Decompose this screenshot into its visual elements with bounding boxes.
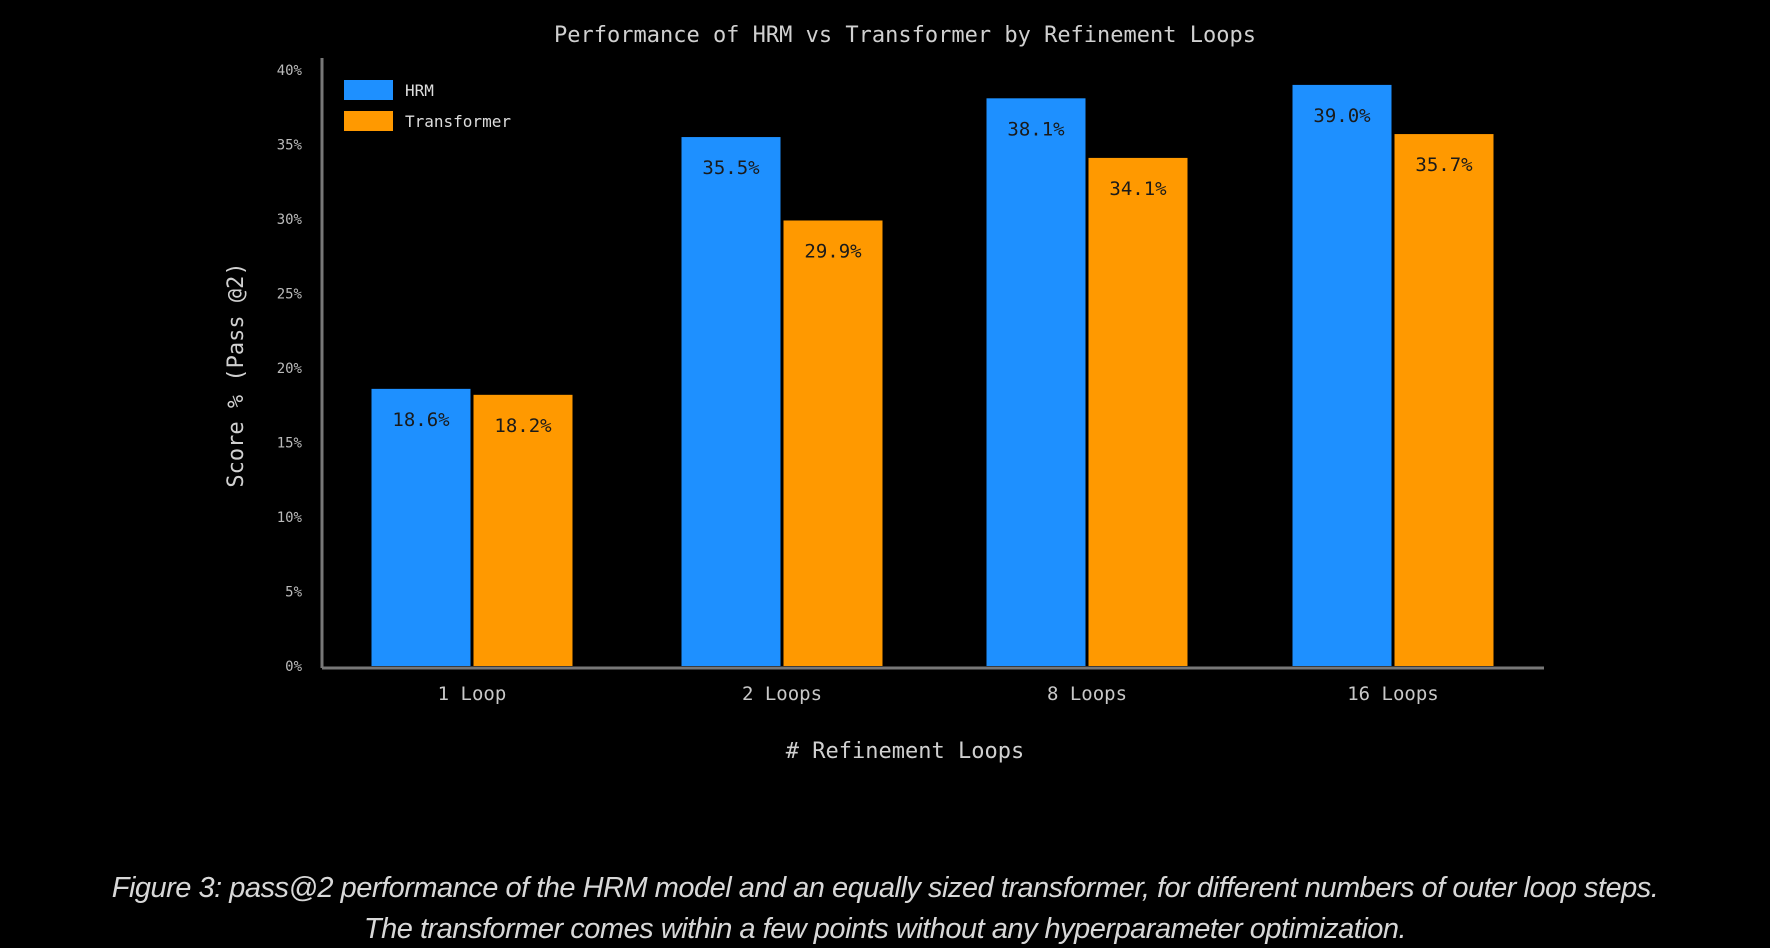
bar-value-label: 18.2%: [494, 415, 552, 437]
y-tick-label: 5%: [285, 585, 302, 601]
legend-label-hrm: HRM: [405, 81, 434, 100]
bar-value-label: 38.1%: [1007, 118, 1065, 140]
figure-caption-line-1: Figure 3: pass@2 performance of the HRM …: [111, 872, 1659, 904]
bar-hrm: [681, 137, 781, 667]
x-tick-label: 2 Loops: [742, 683, 822, 705]
y-tick-label: 25%: [277, 287, 303, 303]
bar-hrm: [986, 98, 1086, 666]
bar-transformer: [1394, 134, 1494, 666]
x-tick-label: 16 Loops: [1347, 683, 1439, 705]
x-axis-label: # Refinement Loops: [786, 739, 1024, 764]
legend-swatch-transformer: [344, 111, 393, 131]
y-tick-label: 40%: [277, 63, 303, 79]
bar-hrm: [1292, 84, 1392, 666]
y-tick-label: 35%: [277, 138, 303, 154]
y-tick-label: 20%: [277, 361, 303, 377]
bar-value-label: 34.1%: [1109, 178, 1167, 200]
x-tick-label: 8 Loops: [1047, 683, 1127, 705]
y-tick-label: 30%: [277, 212, 303, 228]
bar-value-label: 39.0%: [1313, 105, 1371, 127]
y-axis-label: Score % (Pass @2): [224, 262, 249, 487]
bar-transformer: [783, 220, 883, 667]
bar-hrm: [371, 388, 471, 666]
chart-title: Performance of HRM vs Transformer by Ref…: [554, 23, 1256, 48]
figure-caption-line-2: The transformer comes within a few point…: [363, 913, 1407, 945]
y-tick-label: 15%: [277, 436, 303, 452]
bar-value-label: 35.5%: [702, 157, 760, 179]
legend-swatch-hrm: [344, 80, 393, 100]
bar-transformer: [473, 394, 573, 666]
y-tick-label: 0%: [285, 659, 302, 675]
bar-value-label: 18.6%: [392, 409, 450, 431]
y-tick-label: 10%: [277, 510, 303, 526]
bar-transformer: [1088, 157, 1188, 666]
legend-label-transformer: Transformer: [405, 112, 511, 131]
bar-value-label: 35.7%: [1415, 154, 1473, 176]
bar-value-label: 29.9%: [804, 240, 862, 262]
x-tick-label: 1 Loop: [438, 683, 507, 705]
